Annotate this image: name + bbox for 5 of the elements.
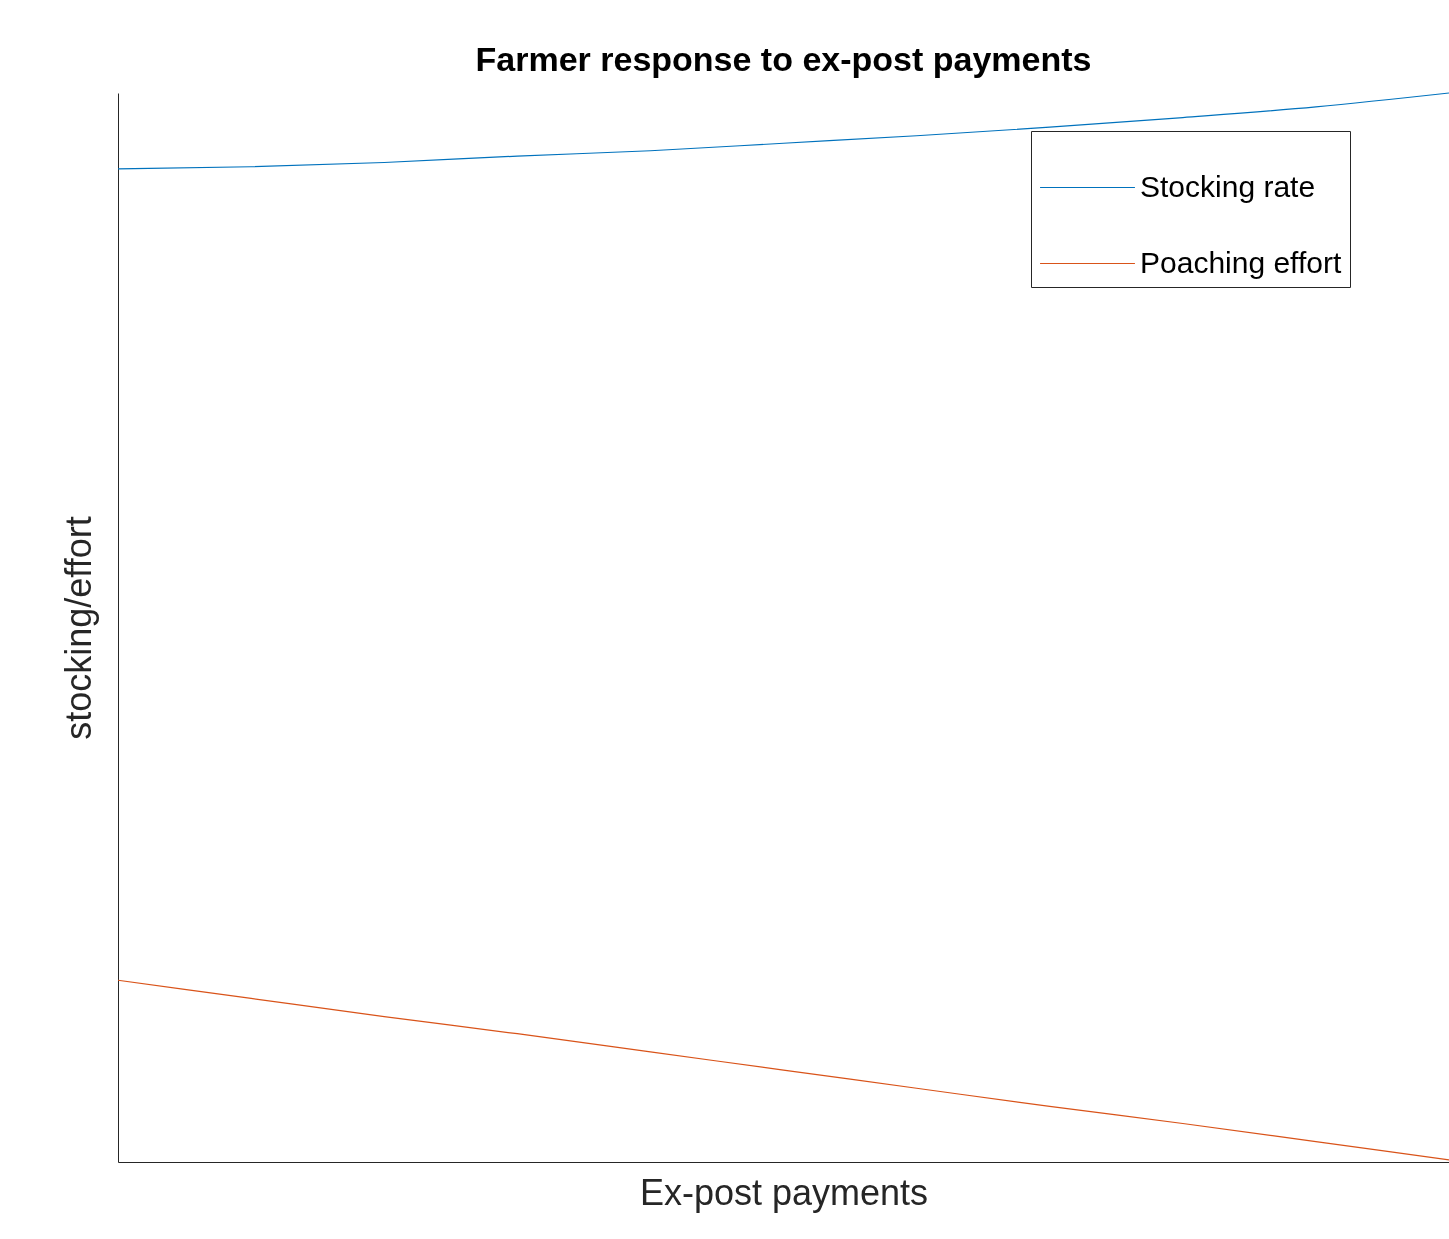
chart-title: Farmer response to ex-post payments xyxy=(475,40,1092,79)
legend-label: Stocking rate xyxy=(1140,169,1316,203)
legend-label: Poaching effort xyxy=(1140,245,1342,279)
y-axis-title: stocking/effort xyxy=(57,516,99,740)
x-axis-title: Ex-post payments xyxy=(639,1171,929,1213)
